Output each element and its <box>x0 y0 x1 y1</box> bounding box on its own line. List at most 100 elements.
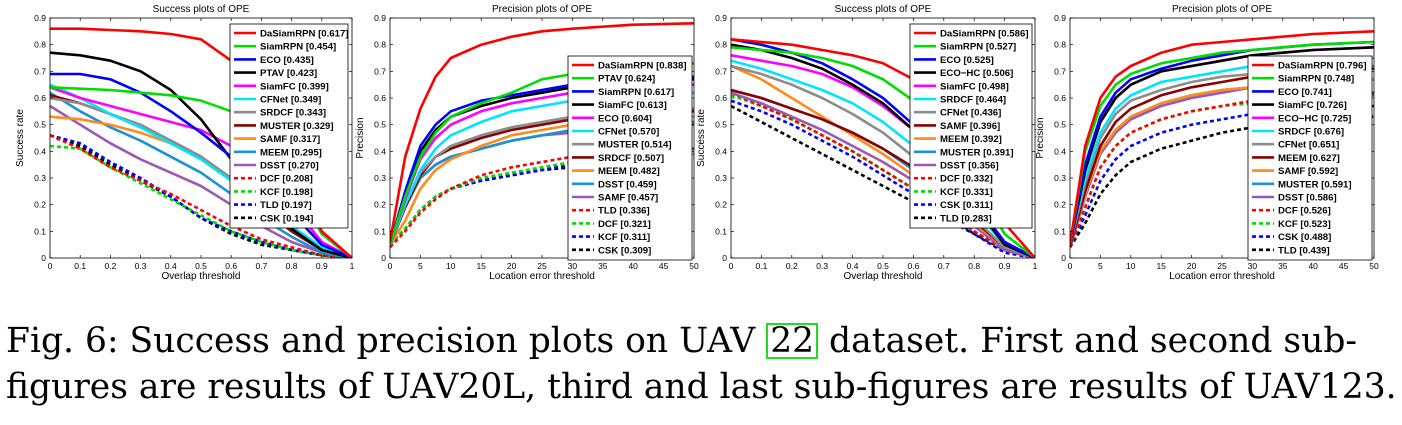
y-tick-label: 0.7 <box>34 66 46 76</box>
legend-entry: SRDCF [0.676] <box>1278 127 1344 138</box>
legend-entry: SRDCF [0.464] <box>940 95 1006 106</box>
caption-lead: Fig. 6: Success and precision plots on U… <box>6 321 767 361</box>
x-tick-label: 0.4 <box>165 261 177 271</box>
x-tick-label: 0.8 <box>968 261 980 271</box>
legend-entry: SAMF [0.457] <box>598 193 658 204</box>
y-tick-label: 0.8 <box>1054 40 1066 50</box>
legend-entry: TLD [0.336] <box>598 206 650 217</box>
x-tick-label: 0.9 <box>999 261 1011 271</box>
y-tick-label: 0.1 <box>374 226 386 236</box>
x-tick-label: 0.2 <box>104 261 116 271</box>
series-line-11 <box>50 104 352 258</box>
series-line-11 <box>731 91 1035 258</box>
legend-entry: MEEM [0.627] <box>1278 153 1340 164</box>
chart-title: Precision plots of OPE <box>492 4 592 15</box>
y-tick-label: 0.5 <box>374 120 386 130</box>
legend-entry: CSK [0.488] <box>1278 232 1331 243</box>
legend-entry: TLD [0.283] <box>940 213 992 224</box>
legend-entry: ECO−HC [0.506] <box>940 68 1013 79</box>
legend-entry: PTAV [0.423] <box>260 68 317 79</box>
x-tick-label: 0.7 <box>938 261 950 271</box>
x-tick-label: 0.6 <box>907 261 919 271</box>
chart-title: Success plots of OPE <box>835 4 932 15</box>
legend-entry: DSST [0.459] <box>598 179 657 190</box>
series-line-15 <box>731 104 1035 258</box>
legend-entry: ECO [0.435] <box>260 55 314 66</box>
x-tick-label: 40 <box>628 261 638 271</box>
legend-entry: SiamFC [0.399] <box>260 81 329 92</box>
legend-entry: MUSTER [0.329] <box>260 121 334 132</box>
legend-entry: MUSTER [0.591] <box>1278 179 1352 190</box>
legend: DaSiamRPN [0.617] SiamRPN [0.454] ECO [0.4… <box>229 23 349 229</box>
y-axis-label: Success rate <box>15 109 26 167</box>
x-tick-label: 45 <box>659 261 669 271</box>
y-tick-label: 0.7 <box>715 66 727 76</box>
x-tick-label: 35 <box>598 261 608 271</box>
y-tick-label: 0.7 <box>1054 66 1066 76</box>
series-line-13 <box>50 144 352 258</box>
y-tick-label: 0.3 <box>34 173 46 183</box>
legend-entry: DCF [0.526] <box>1278 206 1331 217</box>
legend-entry: SiamFC [0.726] <box>1278 100 1347 111</box>
legend-entry: DSST [0.270] <box>260 161 319 172</box>
legend-entry: TLD [0.439] <box>1278 245 1330 256</box>
legend-entry: KCF [0.523] <box>1278 219 1331 230</box>
x-axis: 0 0.1 0.2 0.3 0.4 0.5 0.6 0.7 0.8 0.9 1 <box>729 18 1038 271</box>
x-axis: 0 5 10 15 20 25 30 35 40 45 50 <box>388 18 699 271</box>
x-tick-label: 5 <box>1098 261 1103 271</box>
x-tick-label: 1 <box>1033 261 1038 271</box>
y-tick-label: 0.2 <box>715 200 727 210</box>
legend-entry: TLD [0.197] <box>260 200 312 211</box>
x-tick-label: 50 <box>1369 261 1379 271</box>
y-tick-label: 0.9 <box>1054 13 1066 23</box>
series-line-6 <box>50 83 352 258</box>
legend: DaSiamRPN [0.586] SiamRPN [0.527] ECO [0.5… <box>909 23 1033 229</box>
x-tick-label: 20 <box>1187 261 1197 271</box>
legend-entry: CSK [0.309] <box>598 245 651 256</box>
y-tick-label: 0.8 <box>374 40 386 50</box>
series-line-1 <box>1070 30 1374 245</box>
y-tick-label: 0.4 <box>1054 146 1066 156</box>
y-tick-label: 0.8 <box>715 40 727 50</box>
legend-entry: DSST [0.356] <box>940 161 999 172</box>
x-tick-label: 0.3 <box>816 261 828 271</box>
legend-entry: MEEM [0.482] <box>598 166 660 177</box>
y-tick-label: 0.2 <box>1054 200 1066 210</box>
y-axis-label: Precision <box>1035 117 1046 158</box>
series-line-12 <box>50 134 352 258</box>
x-tick-label: 10 <box>1126 261 1136 271</box>
y-tick-label: 0.8 <box>34 40 46 50</box>
x-axis-label: Location error threshold <box>489 271 595 282</box>
legend-entry: SAMF [0.396] <box>940 121 1000 132</box>
x-tick-label: 20 <box>507 261 517 271</box>
y-axis: 0 0.1 0.2 0.3 0.4 0.5 0.6 0.7 0.8 0.9 <box>34 13 352 263</box>
x-tick-label: 0.1 <box>74 261 86 271</box>
series-line-13 <box>390 152 694 246</box>
legend-entry: DaSiamRPN [0.586] <box>940 29 1029 40</box>
y-tick-label: 0.3 <box>715 173 727 183</box>
y-tick-label: 0.9 <box>34 13 46 23</box>
x-tick-label: 10 <box>446 261 456 271</box>
legend-entry: CFNet [0.570] <box>598 127 659 138</box>
x-tick-label: 30 <box>568 261 578 271</box>
x-tick-label: 1 <box>350 261 355 271</box>
y-axis: 0 0.1 0.2 0.3 0.4 0.5 0.6 0.7 0.8 0.9 <box>715 13 1035 263</box>
legend-entry: CFNet [0.349] <box>260 95 321 106</box>
x-tick-label: 25 <box>1217 261 1227 271</box>
caption-reference-link[interactable]: 22 <box>766 323 819 359</box>
y-tick-label: 0 <box>1061 253 1066 263</box>
x-axis-label: Overlap threshold <box>844 271 923 282</box>
series-line-9 <box>731 64 1035 258</box>
x-axis-label: Location error threshold <box>1169 271 1275 282</box>
x-tick-label: 40 <box>1308 261 1318 271</box>
x-tick-label: 45 <box>1339 261 1349 271</box>
y-tick-label: 0.2 <box>374 200 386 210</box>
chart-title: Success plots of OPE <box>153 4 250 15</box>
legend-entry: SiamRPN [0.527] <box>940 42 1016 53</box>
y-tick-label: 0.6 <box>715 93 727 103</box>
caption-tail: dataset. First and second sub- <box>818 321 1358 361</box>
legend: DaSiamRPN [0.838] PTAV [0.624] SiamRPN [0.… <box>567 55 693 261</box>
x-tick-label: 0 <box>1068 261 1073 271</box>
x-tick-label: 30 <box>1248 261 1258 271</box>
x-tick-label: 35 <box>1278 261 1288 271</box>
